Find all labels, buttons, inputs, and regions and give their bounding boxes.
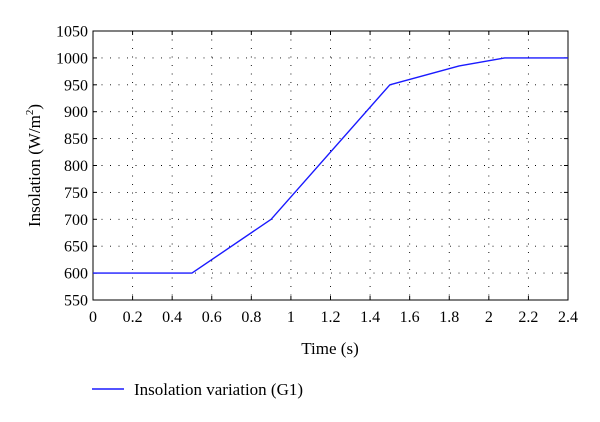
x-tick-label: 2.2 <box>518 309 538 326</box>
y-tick-labels: 550 600 650 700 750 800 850 900 950 1000 1050 <box>56 24 88 310</box>
x-axis-title: Time (s) <box>301 339 358 358</box>
x-tick-label: 1.8 <box>439 309 459 326</box>
x-tick-label: 2.4 <box>558 309 578 326</box>
y-axis-title-base: Insolation (W/m <box>25 115 44 227</box>
y-tick-label: 1050 <box>56 24 88 41</box>
x-tick-label: 1.2 <box>321 309 341 326</box>
x-tick-label: 0.4 <box>162 309 182 326</box>
y-axis-title-close: ) <box>25 104 44 110</box>
x-tick-label: 0.6 <box>202 309 222 326</box>
legend-label: Insolation variation (G1) <box>134 380 303 399</box>
x-tick-label: 1.4 <box>360 309 380 326</box>
y-tick-label: 950 <box>64 77 88 94</box>
legend: Insolation variation (G1) <box>92 380 303 399</box>
y-tick-label: 600 <box>64 266 88 283</box>
series-lines <box>93 57 568 274</box>
y-tick-label: 850 <box>64 131 88 148</box>
x-tick-label: 2 <box>485 309 493 326</box>
x-tick-label: 0.2 <box>123 309 143 326</box>
y-tick-label: 750 <box>64 185 88 202</box>
y-axis-title-superscript: 2 <box>24 110 36 116</box>
grid <box>93 31 568 300</box>
plot-frame <box>92 30 569 301</box>
y-tick-label: 1000 <box>56 50 88 67</box>
axis-ticks <box>92 30 569 301</box>
x-tick-label: 1 <box>287 309 295 326</box>
x-tick-labels: 0 0.2 0.4 0.6 0.8 1 1.2 1.4 1.6 1.8 2 2.2 2.4 <box>89 309 578 326</box>
y-axis-title: Insolation (W/m2) <box>24 104 44 227</box>
y-tick-label: 650 <box>64 239 88 256</box>
x-tick-label: 0.8 <box>241 309 261 326</box>
y-tick-label: 700 <box>64 212 88 229</box>
x-tick-label: 0 <box>89 309 97 326</box>
series-line <box>93 57 568 274</box>
y-tick-label: 550 <box>64 293 88 310</box>
x-tick-label: 1.6 <box>400 309 420 326</box>
y-tick-label: 900 <box>64 104 88 121</box>
y-tick-label: 800 <box>64 158 88 175</box>
